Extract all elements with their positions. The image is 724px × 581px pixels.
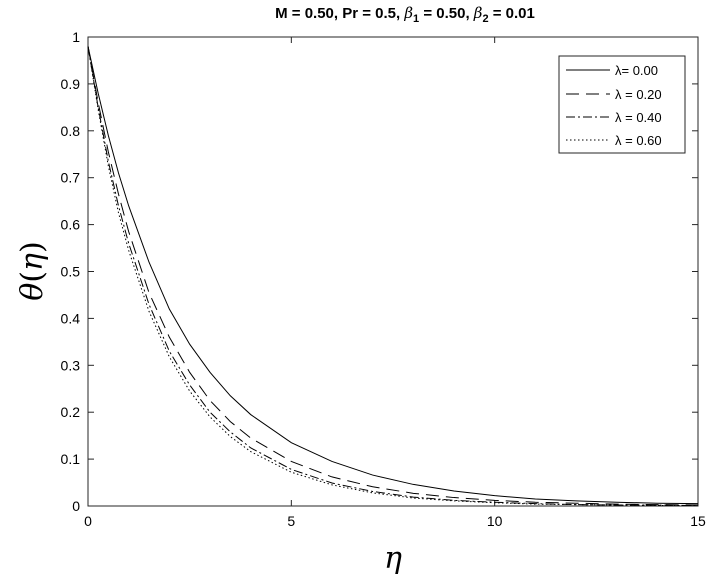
title-beta2-value: = 0.01 <box>489 5 535 22</box>
series-line-3 <box>87 46 698 507</box>
legend-label-0: λ= 0.00 <box>615 63 658 78</box>
title-prefix: M = 0.50, Pr = 0.5, <box>275 5 404 22</box>
legend-box <box>558 55 686 154</box>
y-tick-label: 1 <box>72 29 80 45</box>
y-tick-label: 0.7 <box>61 170 81 186</box>
x-tick-label: 0 <box>84 513 92 529</box>
legend-label-1: λ = 0.20 <box>615 87 662 102</box>
x-tick-label: 15 <box>690 513 706 529</box>
legend: λ= 0.00 λ = 0.20 λ = 0.40 λ = 0.60 <box>558 55 686 154</box>
x-tick-label: 5 <box>287 513 295 529</box>
title-beta2-subscript: 2 <box>482 13 488 25</box>
series-line-0 <box>87 46 699 505</box>
title-beta1-symbol: β <box>403 4 413 22</box>
y-label-close: ) <box>15 241 50 253</box>
y-tick-label: 0.5 <box>61 264 81 280</box>
series-line-1 <box>87 46 699 506</box>
x-tick-label: 10 <box>487 513 503 529</box>
y-tick-label: 0.6 <box>61 217 81 233</box>
legend-label-2: λ = 0.40 <box>615 110 662 125</box>
chart-title: M = 0.50, Pr = 0.5, β1 = 0.50, β2 = 0.01 <box>275 4 535 25</box>
y-tick-label: 0.2 <box>61 404 81 420</box>
y-tick-label: 0.8 <box>61 123 81 139</box>
title-beta2-symbol: β <box>473 4 483 22</box>
y-tick-label: 0.1 <box>61 451 81 467</box>
axis-ticks: 0 5 10 15 0 0.1 0.2 0.3 0.4 0.5 0.6 0.7 0.8 0.9 1 <box>61 29 706 529</box>
x-axis-label: η <box>384 541 402 576</box>
series-lines <box>87 46 699 507</box>
y-label-open: ( <box>15 271 50 283</box>
y-tick-label: 0.3 <box>61 357 81 373</box>
y-tick-label: 0.4 <box>61 310 81 326</box>
series-line-2 <box>87 46 699 507</box>
title-beta1-value: = 0.50, <box>419 5 474 22</box>
y-axis-label: θ(η) <box>15 241 50 300</box>
y-tick-label: 0.9 <box>61 76 81 92</box>
y-label-eta: η <box>15 253 50 271</box>
legend-label-3: λ = 0.60 <box>615 133 662 148</box>
title-beta1-subscript: 1 <box>413 13 419 25</box>
y-tick-label: 0 <box>72 498 80 514</box>
y-label-theta: θ <box>15 283 50 301</box>
